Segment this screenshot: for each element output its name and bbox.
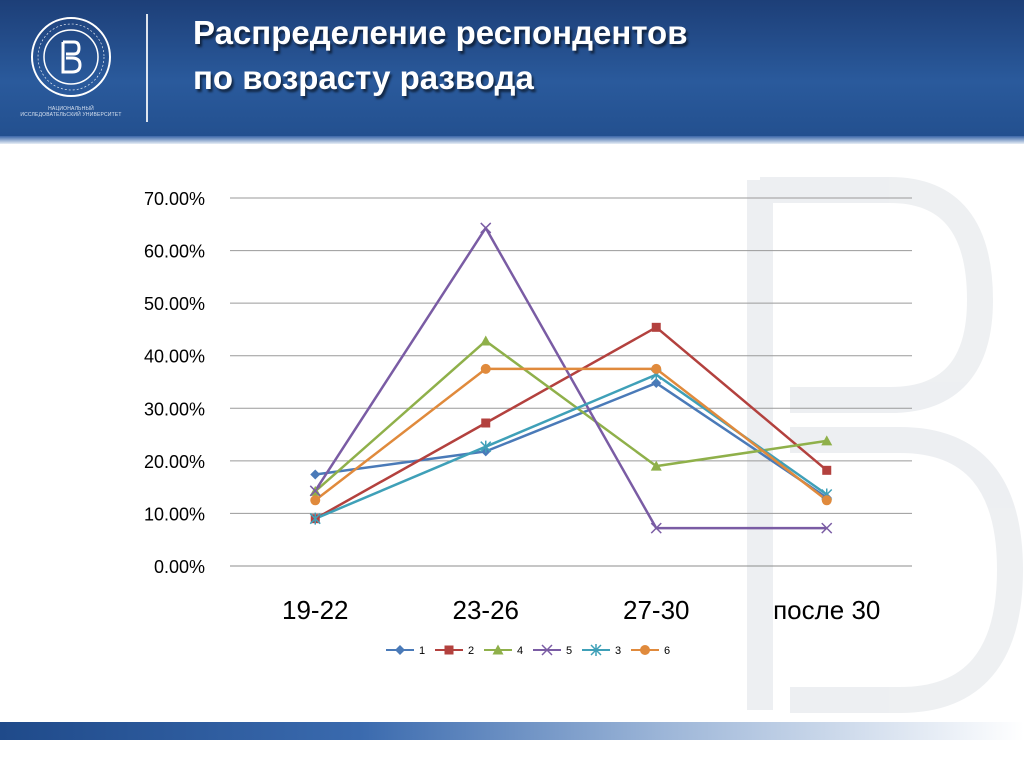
- legend-label: 6: [664, 645, 670, 657]
- y-tick-label: 20.00%: [144, 452, 205, 472]
- data-point-diamond: [310, 469, 321, 480]
- data-point-square: [481, 418, 491, 428]
- y-tick-label: 30.00%: [144, 399, 205, 419]
- x-tick-label: после 30: [773, 595, 880, 625]
- data-point-circle: [640, 645, 650, 655]
- y-tick-label: 60.00%: [144, 242, 205, 262]
- series-line-6: [314, 367, 828, 502]
- series-line-1: [315, 381, 828, 499]
- bottom-bar: [0, 722, 1024, 740]
- data-point-x: [541, 644, 553, 656]
- y-tick-label: 70.00%: [144, 189, 205, 209]
- legend-label: 1: [419, 645, 425, 657]
- y-tick-label: 10.00%: [144, 504, 205, 524]
- y-tick-label: 0.00%: [154, 557, 205, 577]
- data-point-circle: [480, 363, 491, 374]
- data-point-x: [480, 222, 492, 234]
- header-stripe: [0, 136, 1024, 144]
- legend-label: 2: [468, 645, 474, 657]
- legend-label: 3: [615, 645, 621, 657]
- series-line-4: [314, 339, 827, 493]
- legend-label: 4: [517, 645, 523, 657]
- data-point-star: [480, 440, 492, 453]
- university-logo-icon: [31, 17, 111, 97]
- title-line-2: по возрасту развода: [193, 59, 534, 96]
- legend-label: 5: [566, 645, 572, 657]
- data-point-star: [590, 644, 602, 656]
- logo-watermark-icon: [747, 177, 1024, 713]
- y-tick-label: 50.00%: [144, 294, 205, 314]
- y-tick-label: 40.00%: [144, 347, 205, 367]
- data-point-circle: [821, 495, 832, 506]
- data-point-star: [309, 512, 321, 525]
- data-point-diamond: [651, 378, 662, 389]
- data-point-diamond: [395, 645, 405, 655]
- data-point-triangle: [480, 335, 492, 346]
- title-line-1: Распределение респондентов: [193, 14, 688, 51]
- data-point-square: [651, 322, 661, 332]
- header-divider: [146, 14, 148, 122]
- logo-caption: НАЦИОНАЛЬНЫЙ ИССЛЕДОВАТЕЛЬСКИЙ УНИВЕРСИТ…: [20, 106, 122, 118]
- slide-header: [0, 0, 1024, 136]
- data-point-circle: [651, 363, 662, 374]
- data-point-triangle: [650, 460, 662, 471]
- slide-title: Распределение респондентов по возрасту р…: [193, 10, 993, 100]
- data-point-x: [821, 522, 833, 534]
- data-point-triangle: [492, 644, 504, 655]
- data-point-circle: [310, 495, 321, 506]
- data-point-x: [309, 485, 321, 497]
- series-line-2: [314, 326, 828, 520]
- data-point-x: [650, 522, 662, 534]
- x-tick-label: 27-30: [623, 595, 690, 625]
- series-line-5: [314, 226, 827, 530]
- x-tick-label: 23-26: [453, 595, 520, 625]
- data-point-square: [444, 645, 454, 655]
- data-point-triangle: [821, 435, 833, 446]
- data-point-square: [822, 465, 832, 475]
- x-tick-label: 19-22: [282, 595, 349, 625]
